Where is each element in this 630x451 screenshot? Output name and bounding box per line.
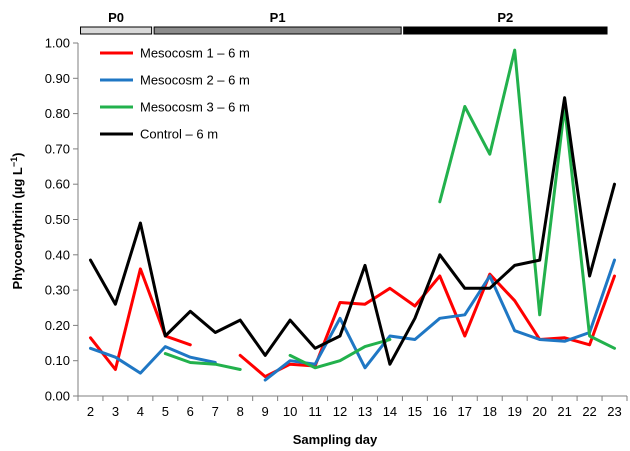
x-tick-label: 17 [458, 404, 472, 419]
x-tick-label: 20 [532, 404, 546, 419]
series-1 [89, 267, 616, 379]
x-tick-label: 10 [283, 404, 297, 419]
x-tick-label: 22 [582, 404, 596, 419]
y-tick-label: 0.50 [45, 212, 70, 227]
y-tick-label: 0.80 [45, 106, 70, 121]
x-tick-label: 2 [87, 404, 94, 419]
phase-label-p1: P1 [270, 10, 286, 25]
y-tick-label: 0.20 [45, 318, 70, 333]
x-tick-label: 13 [358, 404, 372, 419]
series-line-segment [288, 338, 392, 370]
x-tick-label: 14 [383, 404, 397, 419]
phase-bar-p1 [153, 26, 402, 35]
x-tick-label: 18 [483, 404, 497, 419]
series-line-segment [438, 48, 616, 350]
x-tick-label: 4 [137, 404, 144, 419]
x-tick-label: 6 [187, 404, 194, 419]
legend: Mesocosm 1 – 6 m Mesocosm 2 – 6 m Mesocosm… [100, 46, 250, 142]
series-line-segment [238, 272, 616, 379]
legend-label: Control – 6 m [140, 127, 218, 142]
phase-label-p2: P2 [497, 10, 513, 25]
x-tick-label: 21 [557, 404, 571, 419]
series-line-segment [163, 352, 242, 371]
phase-bar-p0 [79, 26, 153, 35]
phase-bar-p2 [403, 26, 608, 35]
axes-group: 0.00 0.10 0.20 0.30 0.40 0.50 0.60 0.70 0.80 0.90… [45, 36, 628, 419]
series-4 [89, 96, 616, 366]
y-tick-label: 0.60 [45, 177, 70, 192]
y-tick-label: 0.90 [45, 71, 70, 86]
x-tick-label: 23 [607, 404, 621, 419]
y-tick-label: 0.10 [45, 353, 70, 368]
x-tick-label: 15 [408, 404, 422, 419]
y-tick-label: 0.40 [45, 247, 70, 262]
legend-label: Mesocosm 3 – 6 m [140, 100, 250, 115]
x-tick-label: 12 [333, 404, 347, 419]
y-axis-title-main: Phycoerythrin (µg L [10, 167, 25, 289]
legend-label: Mesocosm 1 – 6 m [140, 46, 250, 61]
y-tick-label: 1.00 [45, 36, 70, 51]
series-line-segment [263, 258, 616, 382]
phase-label-p0: P0 [108, 10, 124, 25]
y-axis-title-superscript: −1 [9, 157, 19, 167]
y-tick-label: 0.70 [45, 141, 70, 156]
series-3 [163, 48, 616, 371]
x-tick-label: 3 [112, 404, 119, 419]
series-line-segment [89, 345, 217, 375]
series-group [89, 48, 616, 382]
x-tick-label: 11 [308, 404, 322, 419]
series-2 [89, 258, 616, 382]
y-axis-title-close: ) [10, 153, 25, 157]
legend-label: Mesocosm 2 – 6 m [140, 73, 250, 88]
y-tick-label: 0.00 [45, 389, 70, 404]
x-tick-label: 5 [162, 404, 169, 419]
y-axis-title: Phycoerythrin (µg L−1) [9, 153, 25, 290]
y-tick-label: 0.30 [45, 283, 70, 298]
phase-bar-group: P0 P1 P2 [79, 10, 608, 35]
x-tick-label: 7 [212, 404, 219, 419]
x-tick-label: 9 [262, 404, 269, 419]
series-line-segment [89, 96, 616, 366]
x-tick-label: 8 [237, 404, 244, 419]
x-tick-label: 19 [507, 404, 521, 419]
x-tick-label: 16 [433, 404, 447, 419]
x-axis-title: Sampling day [293, 432, 378, 447]
series-line-segment [89, 267, 192, 371]
